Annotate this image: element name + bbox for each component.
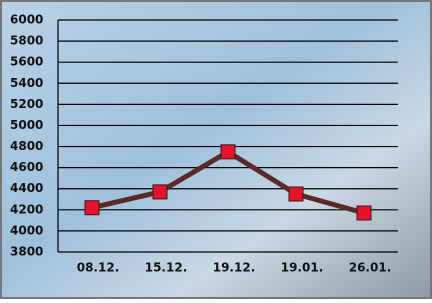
background bbox=[1, 1, 431, 298]
x-tick-label: 08.12. bbox=[77, 261, 120, 275]
y-tick-label: 5000 bbox=[10, 118, 43, 132]
marker bbox=[85, 201, 99, 215]
marker bbox=[221, 145, 235, 159]
x-tick-label: 19.01. bbox=[281, 261, 324, 275]
x-tick-label: 26.01. bbox=[349, 261, 392, 275]
page: 3800 4000 4200 4400 4600 4800 5000 5200 5400 5600… bbox=[0, 0, 432, 303]
y-tick-label: 5200 bbox=[10, 97, 43, 111]
y-tick-label: 4600 bbox=[10, 160, 43, 174]
y-tick-label: 4400 bbox=[10, 181, 43, 195]
marker bbox=[153, 185, 167, 199]
marker bbox=[357, 206, 371, 220]
y-tick-label: 6000 bbox=[10, 13, 43, 27]
x-tick-label: 15.12. bbox=[145, 261, 188, 275]
y-tick-label: 5800 bbox=[10, 34, 43, 48]
y-tick-label: 5600 bbox=[10, 55, 43, 69]
chart: 3800 4000 4200 4400 4600 4800 5000 5200 5400 5600… bbox=[0, 0, 432, 299]
x-tick-label: 19.12. bbox=[213, 261, 256, 275]
y-tick-label: 3800 bbox=[10, 245, 43, 259]
y-tick-label: 4800 bbox=[10, 139, 43, 153]
y-tick-label: 4000 bbox=[10, 223, 43, 237]
y-tick-label: 5400 bbox=[10, 76, 43, 90]
y-tick-label: 4200 bbox=[10, 202, 43, 216]
marker bbox=[289, 187, 303, 201]
